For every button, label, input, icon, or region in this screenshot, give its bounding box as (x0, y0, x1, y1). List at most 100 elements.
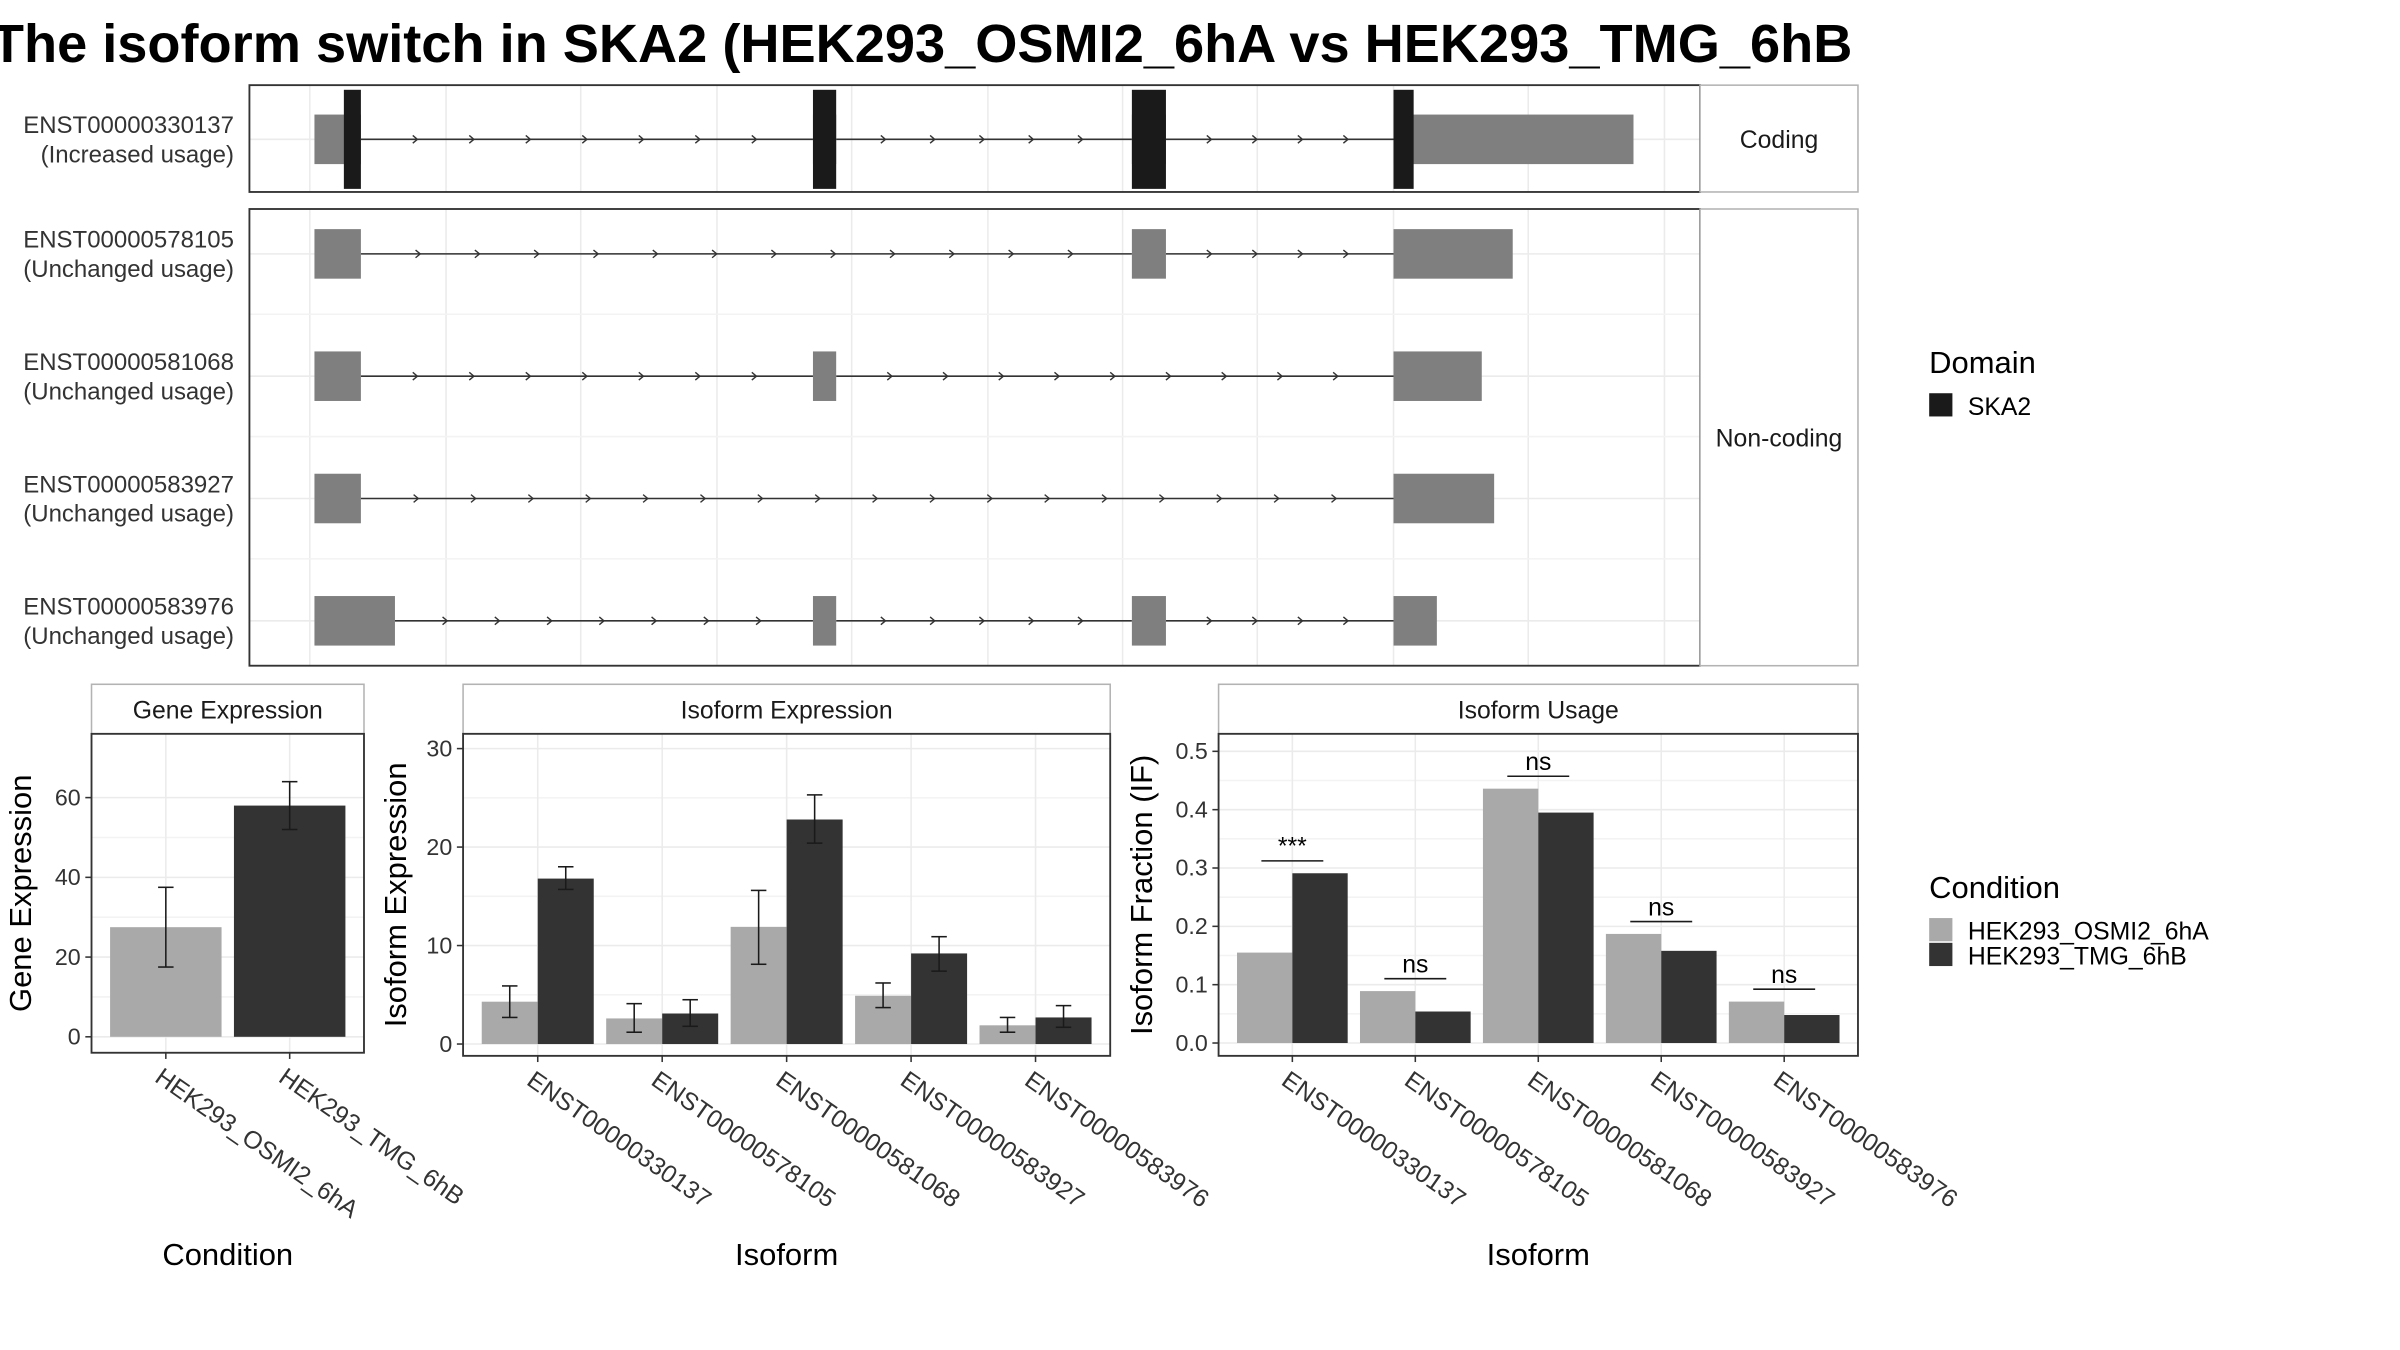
y-tick-label: 20 (426, 834, 452, 860)
domain-block (1131, 89, 1166, 189)
isoform-usage-panel: Isoform Usage *** ns ns ns ns 0.0 0.1 0.2 0.3 0.4 0… (1124, 683, 1962, 1272)
intron-arrow (889, 249, 896, 259)
exon (314, 351, 361, 401)
exon (812, 351, 837, 401)
intron-arrow (1158, 494, 1166, 503)
intron-arrow (598, 616, 606, 626)
domain-legend-swatch (1929, 393, 1953, 417)
intron-arrow (751, 134, 758, 144)
condition-legend-label: HEK293_OSMI2_6hA (1968, 919, 2209, 946)
intron-arrow (880, 134, 887, 144)
intron-arrow (700, 494, 707, 503)
intron-arrow (412, 134, 419, 144)
transcript-structure-panel: Coding Non-coding ENST00000330137 (Increase… (23, 84, 1859, 667)
isoform-id-label: ENST00000583976 (23, 594, 234, 621)
intron-arrow (978, 134, 986, 144)
noncoding-strip-label: Non-coding (1716, 426, 1843, 453)
y-tick-label: 0 (439, 1031, 452, 1057)
intron-arrow (593, 249, 600, 259)
isoform-usage-label: (Unchanged usage) (23, 501, 234, 528)
intron-arrow (1331, 494, 1338, 503)
isoform-usage-label: (Unchanged usage) (23, 256, 234, 283)
intron-arrow (546, 616, 553, 626)
bar (537, 878, 594, 1045)
intron-arrow (755, 616, 762, 626)
significance-label: ns (1771, 962, 1797, 989)
y-tick-label: 0.2 (1175, 913, 1207, 939)
y-tick-label: 0 (68, 1024, 81, 1050)
intron-arrow (1067, 249, 1074, 259)
intron-arrow (468, 134, 475, 144)
intron-arrow (415, 249, 422, 259)
exon (314, 596, 395, 646)
panel-strip (1217, 683, 1859, 735)
intron-arrow (1297, 249, 1304, 259)
intron-arrow (1165, 371, 1172, 381)
intron-arrow (1206, 134, 1213, 144)
domain-block (812, 89, 837, 189)
bar (1292, 873, 1348, 1044)
bar (1237, 952, 1293, 1044)
intron-arrow (525, 134, 532, 144)
intron-arrow (581, 134, 589, 144)
intron-arrow (1342, 616, 1350, 626)
intron-arrow (1028, 134, 1035, 144)
bar (1359, 991, 1416, 1044)
legends: Domain SKA2 Condition HEK293_OSMI2_6hAHEK29… (1929, 345, 2209, 971)
isoform-id-label: ENST00000581068 (23, 349, 234, 376)
intron-arrow (470, 494, 477, 503)
figure-title: The isoform switch in SKA2 (HEK293_OSMI2… (0, 14, 1852, 74)
bar (1728, 1001, 1785, 1044)
y-axis-label: Gene Expression (3, 775, 38, 1012)
condition-legend-label: HEK293_TMG_6hB (1968, 944, 2187, 971)
intron-arrow (929, 494, 936, 503)
intron-arrow (638, 371, 645, 381)
intron-arrow (1251, 249, 1259, 259)
intron-arrow (711, 249, 718, 259)
intron-arrow (527, 494, 535, 503)
condition-legend-title: Condition (1929, 870, 2060, 905)
bar (1415, 1011, 1471, 1044)
y-tick-label: 10 (426, 932, 452, 958)
intron-arrow (770, 249, 778, 259)
intron-arrow (830, 249, 837, 259)
intron-arrow (872, 494, 879, 503)
intron-arrow (525, 371, 532, 381)
intron-arrow (1276, 371, 1284, 381)
exon (1393, 114, 1634, 165)
isoform-usage-label: (Unchanged usage) (23, 378, 234, 405)
intron-arrow (1206, 616, 1213, 626)
intron-arrow (1273, 494, 1280, 503)
intron-arrow (1251, 616, 1259, 626)
exon (1131, 596, 1166, 646)
y-axis-label: Isoform Fraction (IF) (1124, 755, 1159, 1035)
intron-arrow (474, 249, 481, 259)
intron-arrow (929, 616, 936, 626)
isoform-expression-panel: Isoform Expression0102030ENST00000330137… (378, 683, 1213, 1272)
isoform-usage-label: (Increased usage) (41, 142, 234, 169)
x-axis-label: Condition (162, 1237, 293, 1272)
intron-arrow (1332, 371, 1339, 381)
intron-arrow (642, 494, 649, 503)
isoform-id-label: ENST00000583927 (23, 471, 234, 498)
intron-arrow (986, 494, 994, 503)
significance-label: ns (1525, 749, 1551, 776)
intron-arrow (494, 616, 501, 626)
y-tick-label: 0.3 (1175, 855, 1207, 881)
exon (1393, 229, 1513, 279)
exon (1393, 473, 1495, 524)
intron-arrow (1008, 249, 1015, 259)
x-tick-label: HEK293_OSMI2_6hA (150, 1063, 363, 1224)
coding-strip (1699, 84, 1859, 193)
y-tick-label: 60 (55, 784, 81, 810)
panel-title: Isoform Expression (681, 697, 893, 724)
intron-arrow (1109, 371, 1116, 381)
significance-label: *** (1278, 834, 1307, 861)
intron-arrow (533, 249, 540, 259)
intron-arrow (1054, 371, 1061, 381)
exon (1393, 596, 1437, 646)
bar (1538, 812, 1594, 1044)
bar (786, 819, 843, 1045)
domain-block (1393, 89, 1414, 189)
coding-strip-label: Coding (1740, 127, 1818, 154)
